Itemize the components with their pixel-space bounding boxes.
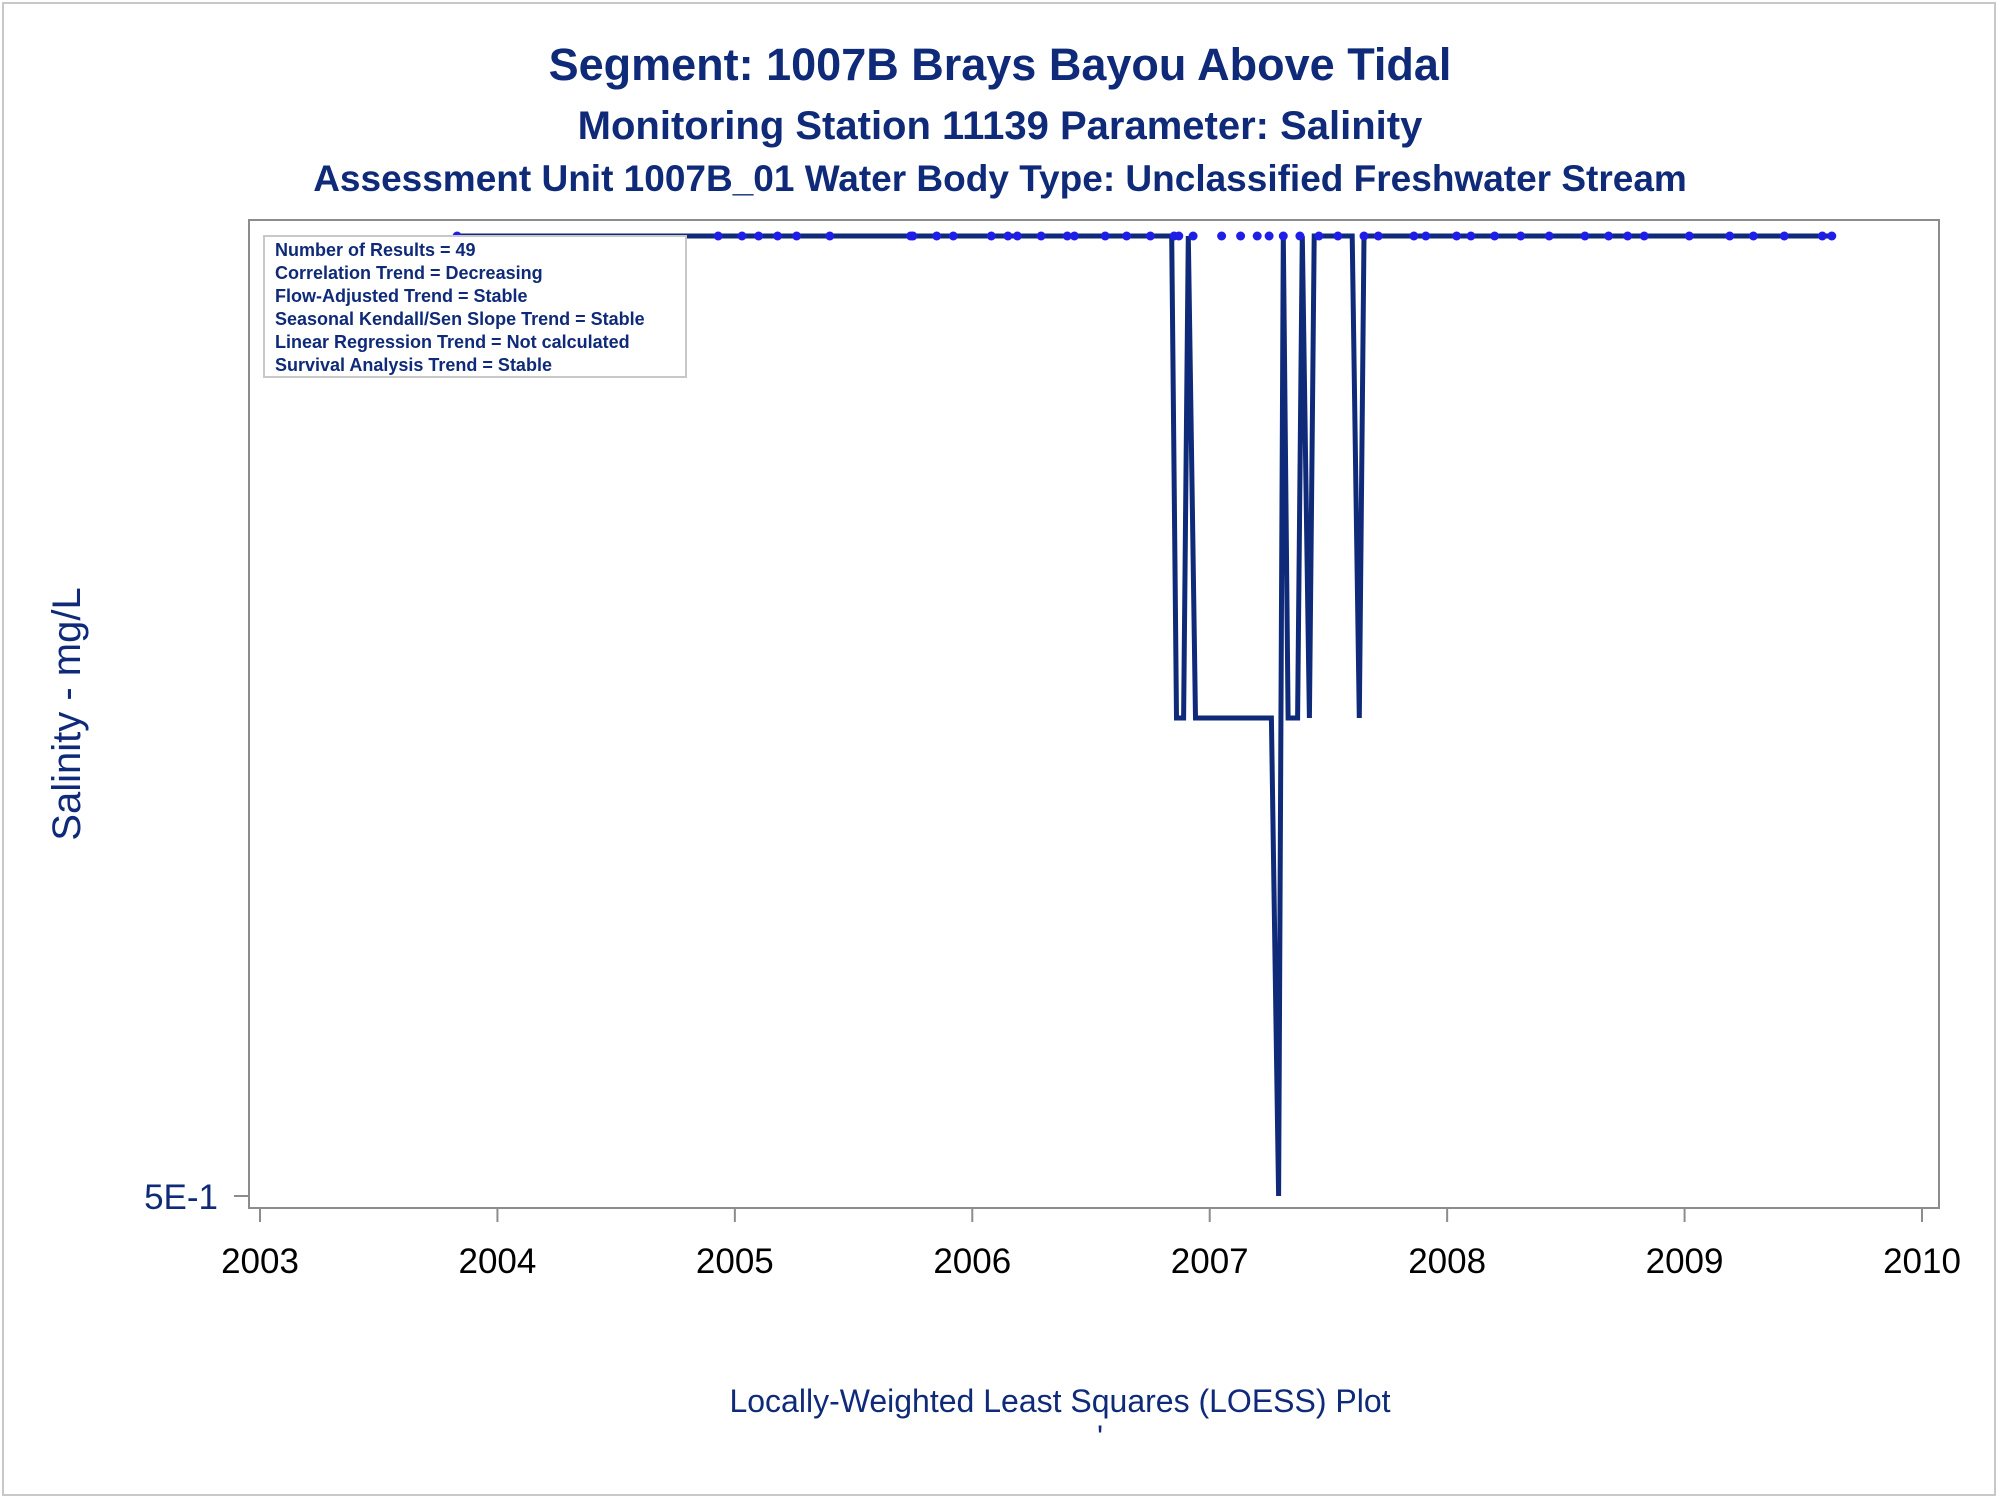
data-point — [932, 231, 942, 241]
data-point — [1516, 231, 1526, 241]
data-point — [1725, 231, 1735, 241]
data-point — [1604, 231, 1614, 241]
x-tick-label: 2009 — [1646, 1242, 1724, 1281]
data-point — [1217, 231, 1227, 241]
y-tick-label: 5E-1 — [144, 1178, 218, 1217]
stats-list: Number of Results = 49 Correlation Trend … — [275, 240, 645, 375]
stats-line: Linear Regression Trend = Not calculated — [275, 332, 630, 352]
data-point — [1544, 231, 1554, 241]
data-point — [1779, 231, 1789, 241]
data-point — [1264, 231, 1274, 241]
data-point — [773, 231, 783, 241]
data-point — [1827, 231, 1837, 241]
data-point — [1373, 231, 1383, 241]
data-point — [1278, 231, 1288, 241]
data-point — [1817, 231, 1827, 241]
data-point — [1188, 231, 1198, 241]
x-tick-label: 2004 — [458, 1242, 536, 1281]
stats-line: Seasonal Kendall/Sen Slope Trend = Stabl… — [275, 309, 645, 329]
data-point — [1409, 231, 1419, 241]
data-point — [1314, 231, 1324, 241]
stats-line: Correlation Trend = Decreasing — [275, 263, 543, 283]
data-point — [792, 231, 802, 241]
data-point — [1012, 231, 1022, 241]
y-axis-label: Salinity - mg/L — [45, 587, 89, 840]
data-point — [825, 231, 835, 241]
chart-subtitle: Monitoring Station 11139 Parameter: Sali… — [578, 104, 1423, 148]
data-point — [1069, 231, 1079, 241]
x-tick-label: 2008 — [1408, 1242, 1486, 1281]
x-tick-label: 2007 — [1171, 1242, 1249, 1281]
stats-line: Number of Results = 49 — [275, 240, 476, 260]
plot-area — [248, 219, 1940, 1209]
data-point — [1639, 231, 1649, 241]
stats-box — [263, 235, 687, 378]
caption-mark: ' — [1097, 1419, 1103, 1455]
x-tick-label: 2005 — [696, 1242, 774, 1281]
data-point — [1580, 231, 1590, 241]
data-point — [908, 231, 918, 241]
data-point — [1145, 231, 1155, 241]
plot-caption: Locally-Weighted Least Squares (LOESS) P… — [729, 1383, 1390, 1419]
data-point — [1236, 231, 1246, 241]
data-point — [1490, 231, 1500, 241]
observation-points — [452, 231, 1837, 241]
data-point — [1100, 231, 1110, 241]
axis-ticks: 2003 2004 2005 2006 2007 2008 2009 2010 5E-1 — [144, 1178, 1961, 1281]
data-point — [1359, 231, 1369, 241]
stats-line: Survival Analysis Trend = Stable — [275, 355, 552, 375]
data-point — [754, 231, 764, 241]
data-point — [1174, 231, 1184, 241]
x-tick-label: 2006 — [933, 1242, 1011, 1281]
loess-line — [457, 233, 1832, 1197]
data-point — [1062, 231, 1072, 241]
data-point — [1684, 231, 1694, 241]
data-point — [1036, 231, 1046, 241]
data-point — [1623, 231, 1633, 241]
data-point — [713, 231, 723, 241]
data-point — [1003, 231, 1013, 241]
data-point — [1295, 231, 1305, 241]
data-point — [1452, 231, 1462, 241]
x-tick-label: 2003 — [221, 1242, 299, 1281]
data-point — [1748, 231, 1758, 241]
data-point — [1333, 231, 1343, 241]
chart-subtitle-2: Assessment Unit 1007B_01 Water Body Type… — [313, 158, 1687, 199]
chart-title: Segment: 1007B Brays Bayou Above Tidal — [549, 39, 1452, 90]
data-point — [1466, 231, 1476, 241]
data-point — [1252, 231, 1262, 241]
data-point — [1122, 231, 1132, 241]
data-point — [948, 231, 958, 241]
stats-line: Flow-Adjusted Trend = Stable — [275, 286, 528, 306]
data-point — [1421, 231, 1431, 241]
data-point — [986, 231, 996, 241]
x-tick-label: 2010 — [1883, 1242, 1961, 1281]
data-point — [737, 231, 747, 241]
loess-layer — [457, 233, 1832, 1197]
